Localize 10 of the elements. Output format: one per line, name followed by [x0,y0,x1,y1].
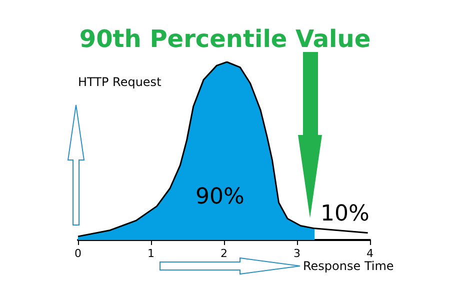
x-tick-label: 4 [366,247,374,260]
x-tick-label: 1 [148,247,154,260]
x-tick-label: 2 [220,247,228,260]
annotation: 10% [320,202,370,226]
annotation: 90% [196,184,244,210]
chart-title: 90th Percentile Value [79,25,371,53]
x-axis-title: Response Time [303,259,394,273]
x-tick-label: 3 [294,247,300,260]
y-axis-title: HTTP Request [78,75,162,89]
x-tick-label: 0 [74,247,82,260]
